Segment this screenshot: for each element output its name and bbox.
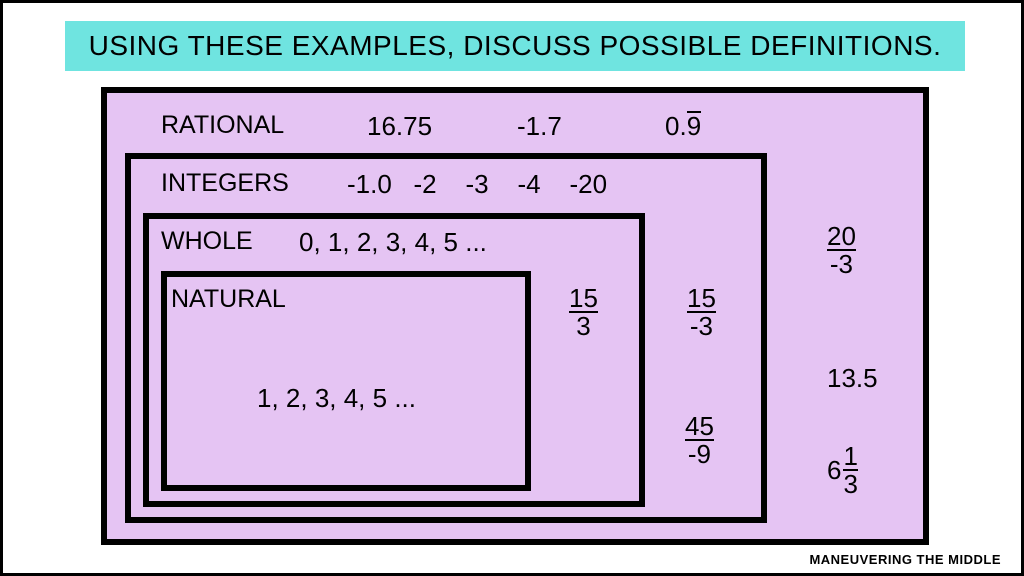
mixed-whole: 6 [827, 455, 841, 486]
frac-den: -9 [688, 441, 711, 467]
frac-den: -3 [830, 251, 853, 277]
rational-extra-a: 13.5 [827, 363, 878, 394]
label-whole: WHOLE [161, 227, 253, 256]
whole-values: 0, 1, 2, 3, 4, 5 ... [299, 227, 487, 258]
fraction-4: 20-3 [827, 223, 856, 277]
rational-extra-b: 613 [827, 443, 858, 497]
repeat-digit: 9 [687, 111, 701, 141]
footer-credit: MANEUVERING THE MIDDLE [809, 552, 1001, 567]
frac-num: 1 [843, 443, 857, 471]
frac-den: -3 [690, 313, 713, 339]
title-text: USING THESE EXAMPLES, DISCUSS POSSIBLE D… [89, 30, 942, 62]
rational-value-a: 16.75 [367, 111, 432, 142]
frac-num: 15 [569, 285, 598, 313]
frac-den: 3 [843, 471, 857, 497]
frac-num: 45 [685, 413, 714, 441]
integer-values: -1.0 -2 -3 -4 -20 [347, 169, 607, 200]
fraction-3: 45-9 [685, 413, 714, 467]
frac-num: 20 [827, 223, 856, 251]
rational-value-c: 0.9 [665, 111, 701, 142]
natural-values: 1, 2, 3, 4, 5 ... [257, 383, 416, 414]
diagram-stage: RATIONAL INTEGERS WHOLE NATURAL 16.75 -1… [101, 87, 929, 545]
label-natural: NATURAL [171, 285, 286, 314]
label-rational: RATIONAL [161, 111, 284, 140]
fraction-2: 15-3 [687, 285, 716, 339]
frac-den: 3 [576, 313, 590, 339]
title-banner: USING THESE EXAMPLES, DISCUSS POSSIBLE D… [65, 21, 965, 71]
label-integers: INTEGERS [161, 169, 289, 198]
repeat-prefix: 0. [665, 111, 687, 141]
frac-num: 15 [687, 285, 716, 313]
fraction-1: 153 [569, 285, 598, 339]
rational-value-b: -1.7 [517, 111, 562, 142]
